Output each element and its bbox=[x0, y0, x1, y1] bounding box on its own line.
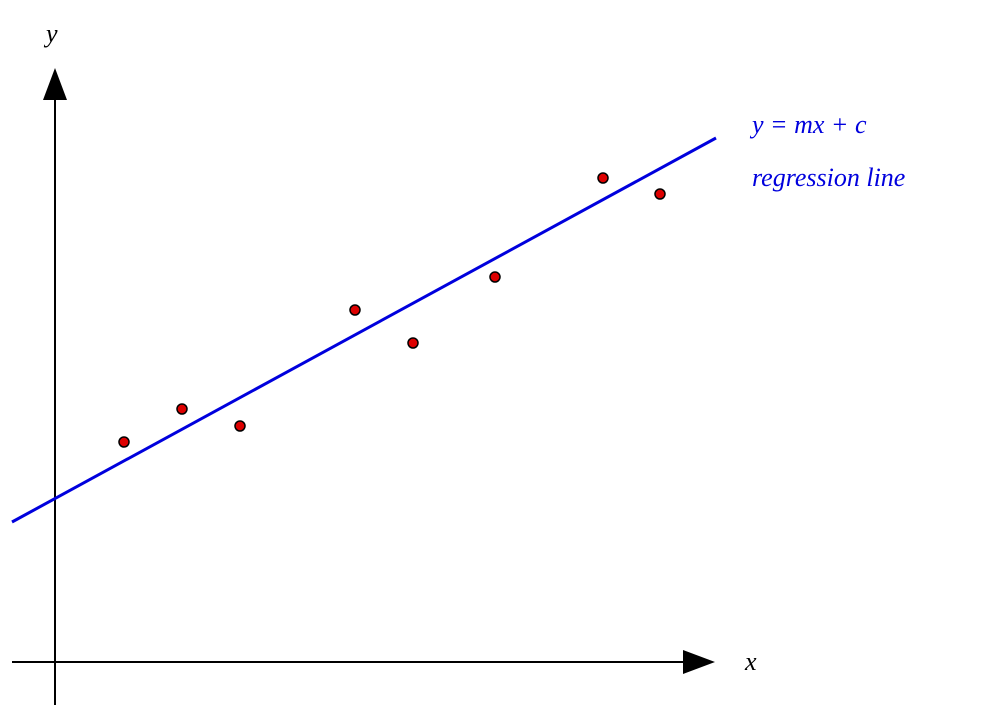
y-axis-arrow bbox=[43, 68, 67, 100]
data-point bbox=[176, 403, 188, 415]
x-axis-arrow bbox=[683, 650, 715, 674]
regression-line bbox=[11, 136, 717, 524]
data-point bbox=[234, 420, 246, 432]
annotation: y = mx + c bbox=[749, 110, 867, 139]
legend-label: regression line bbox=[752, 163, 905, 192]
y-axis-label: y bbox=[43, 19, 58, 48]
x-axis-label: x bbox=[744, 647, 757, 676]
data-point bbox=[349, 304, 361, 316]
data-point bbox=[118, 436, 130, 448]
data-point bbox=[597, 172, 609, 184]
data-point bbox=[407, 337, 419, 349]
data-point bbox=[489, 271, 501, 283]
data-point bbox=[654, 188, 666, 200]
